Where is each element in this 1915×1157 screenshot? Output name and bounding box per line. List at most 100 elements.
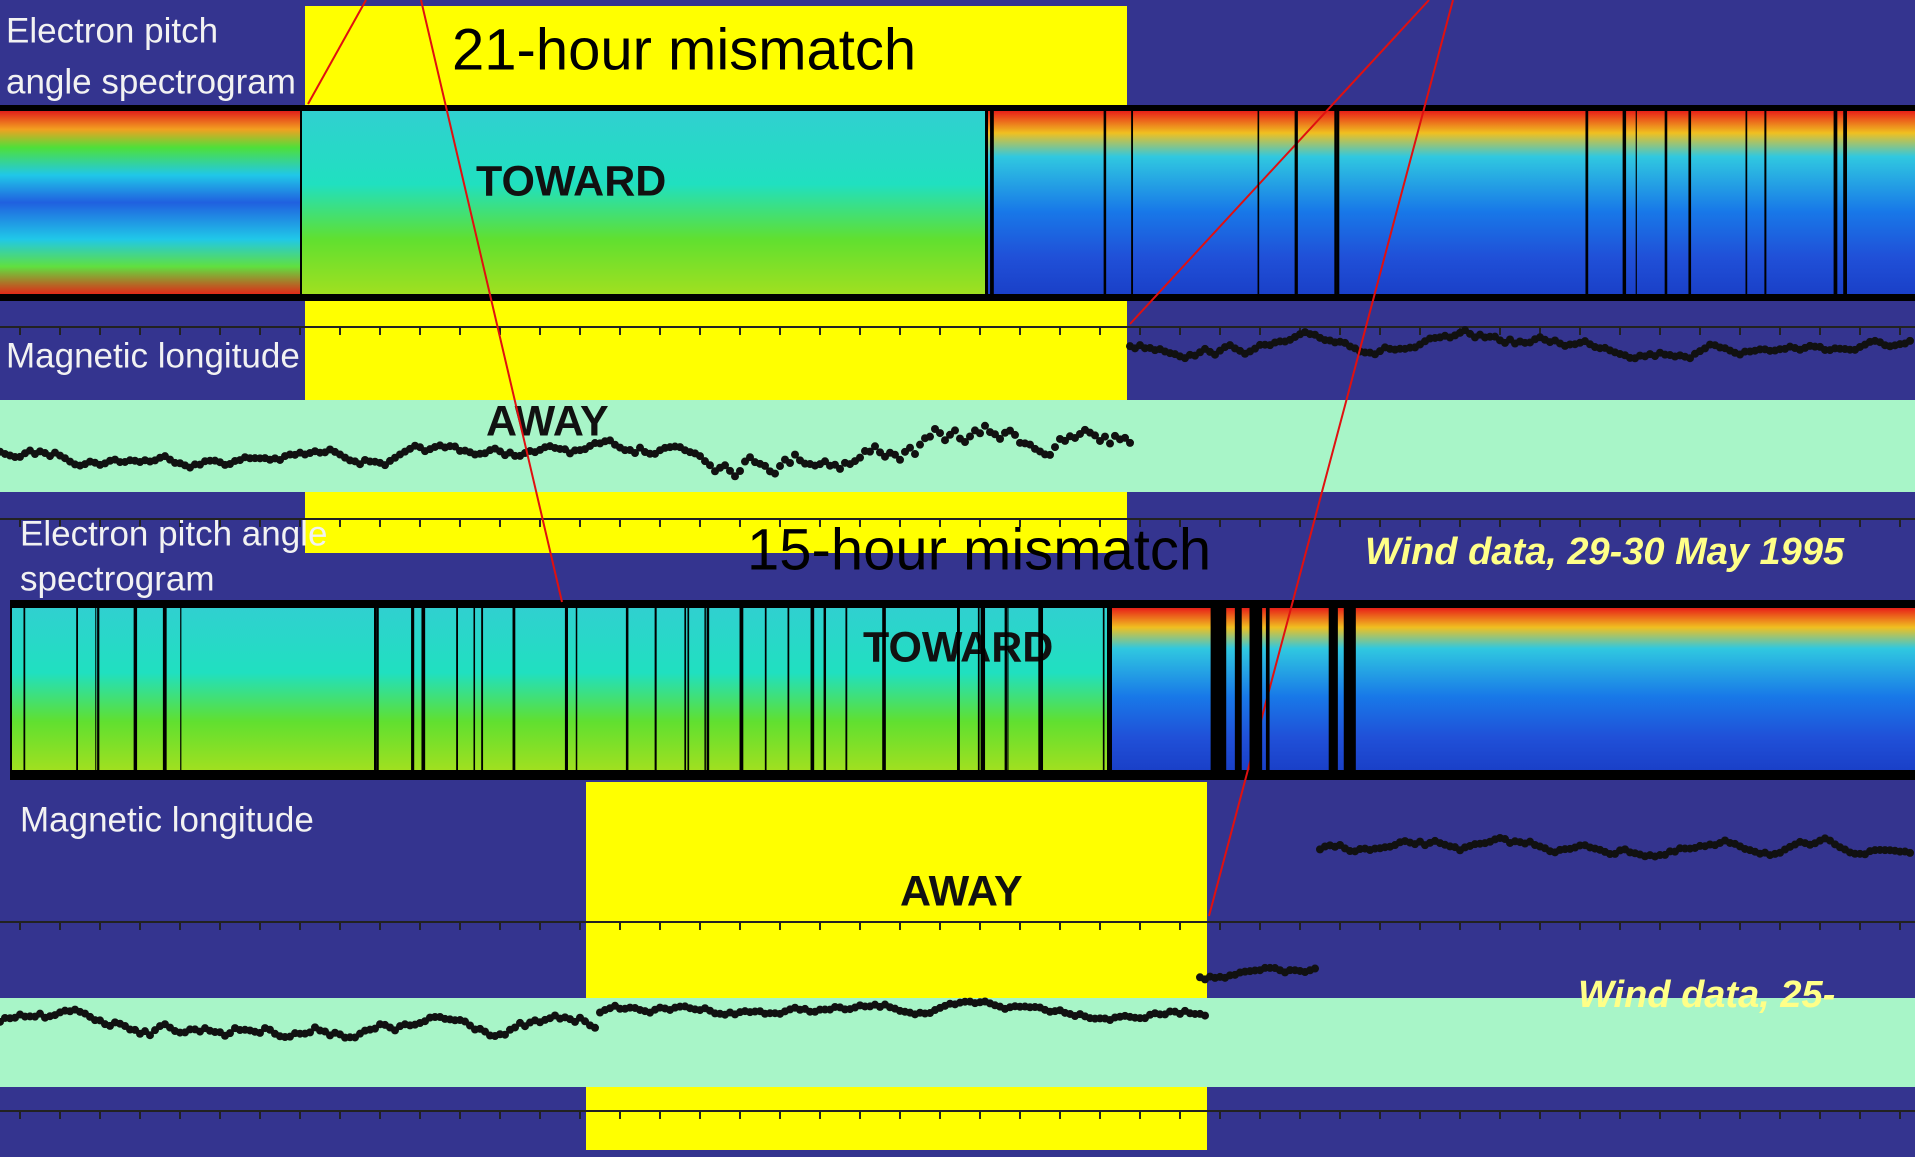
spectrogram xyxy=(988,111,1915,294)
sector-label: AWAY xyxy=(900,867,1023,915)
data-gap xyxy=(565,608,568,770)
data-gap xyxy=(687,608,689,770)
data-gap xyxy=(882,608,886,770)
data-point xyxy=(926,433,934,441)
data-gap xyxy=(576,608,577,770)
data-point xyxy=(916,441,924,449)
data-point xyxy=(906,444,914,452)
data-gap xyxy=(990,111,994,294)
data-point xyxy=(1106,440,1114,448)
data-gap xyxy=(1329,608,1338,770)
data-point xyxy=(1311,965,1319,973)
data-gap xyxy=(1834,111,1838,294)
mismatch-title: 15-hour mismatch xyxy=(747,517,1211,582)
data-point xyxy=(1051,443,1059,451)
data-gap xyxy=(1131,111,1133,294)
data-gap xyxy=(1636,111,1637,294)
data-point xyxy=(976,429,984,437)
data-gap xyxy=(513,608,516,770)
mismatch-title: 21-hour mismatch xyxy=(452,17,916,82)
label: Electron pitch angle xyxy=(20,514,327,553)
label: angle spectrogram xyxy=(6,62,296,101)
data-gap xyxy=(1103,608,1105,770)
data-gap xyxy=(163,608,167,770)
data-point xyxy=(1906,337,1914,345)
data-gap xyxy=(1041,608,1043,770)
sector-label: TOWARD xyxy=(476,157,666,205)
data-gap xyxy=(1623,111,1625,294)
caption: Wind data, 25- xyxy=(1578,974,1835,1016)
data-gap xyxy=(1214,608,1226,770)
data-gap xyxy=(1334,111,1336,294)
data-gap xyxy=(411,608,413,770)
data-point xyxy=(1011,431,1019,439)
data-point xyxy=(771,470,779,478)
data-gap xyxy=(1665,111,1668,294)
data-gap xyxy=(1746,111,1748,294)
sector-band xyxy=(0,400,1915,492)
data-point xyxy=(1126,439,1134,447)
spectrogram xyxy=(1112,608,1915,770)
data-gap xyxy=(95,608,96,770)
label: Magnetic longitude xyxy=(6,336,300,375)
data-gap xyxy=(1007,608,1008,770)
data-gap xyxy=(481,608,483,770)
data-gap xyxy=(1344,608,1356,770)
data-gap xyxy=(1764,111,1766,294)
data-gap xyxy=(704,608,705,770)
data-gap xyxy=(374,608,376,770)
data-gap xyxy=(981,608,985,770)
data-gap xyxy=(23,608,25,770)
data-gap xyxy=(824,608,826,770)
data-gap xyxy=(788,608,790,770)
data-point xyxy=(911,450,919,458)
data-gap xyxy=(978,608,980,770)
page: {"panel_top": {"spectrogram_label": ["El… xyxy=(0,0,1915,1157)
mismatch-box xyxy=(586,782,1207,1150)
data-gap xyxy=(626,608,629,770)
data-gap xyxy=(376,608,379,770)
data-gap xyxy=(76,608,78,770)
data-gap xyxy=(1104,111,1107,294)
data-gap xyxy=(97,608,99,770)
data-gap xyxy=(1254,608,1262,770)
data-gap xyxy=(740,608,744,770)
data-point xyxy=(896,456,904,464)
data-gap xyxy=(1258,111,1260,294)
sector-label: AWAY xyxy=(486,397,609,445)
spectrogram xyxy=(0,111,300,294)
data-point xyxy=(936,429,944,437)
data-point xyxy=(786,459,794,467)
data-point xyxy=(951,426,959,434)
data-gap xyxy=(473,608,475,770)
data-gap xyxy=(957,608,960,770)
data-gap xyxy=(1844,111,1847,294)
data-gap xyxy=(1266,608,1270,770)
data-gap xyxy=(684,608,686,770)
label: Magnetic longitude xyxy=(20,800,314,839)
data-gap xyxy=(1235,608,1242,770)
data-gap xyxy=(655,608,657,770)
data-point xyxy=(591,1024,599,1032)
data-gap xyxy=(1688,111,1691,294)
data-gap xyxy=(1038,608,1041,770)
data-gap xyxy=(421,608,425,770)
data-gap xyxy=(1336,111,1339,294)
data-gap xyxy=(811,608,815,770)
data-point xyxy=(1906,849,1914,857)
data-point xyxy=(1201,1012,1209,1020)
data-point xyxy=(776,462,784,470)
data-gap xyxy=(134,608,137,770)
label: spectrogram xyxy=(20,559,215,598)
data-gap xyxy=(180,608,181,770)
slide: Electron pitch angle spectrogram 21-hour… xyxy=(0,0,1915,1157)
data-point xyxy=(1101,433,1109,441)
data-point xyxy=(736,467,744,475)
data-gap xyxy=(707,608,710,770)
data-point xyxy=(856,454,864,462)
data-gap xyxy=(765,608,767,770)
data-gap xyxy=(1005,608,1007,770)
data-gap xyxy=(456,608,458,770)
caption: Wind data, 29-30 May 1995 xyxy=(1365,531,1845,573)
label: Electron pitch xyxy=(6,11,218,50)
